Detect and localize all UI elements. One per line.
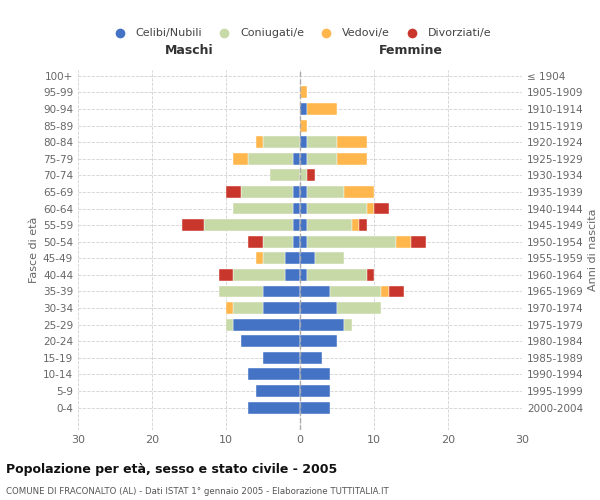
Bar (307, 236, 396, 248)
Bar (256, 385, 300, 397)
Bar (300, 385, 329, 397)
Bar (337, 136, 367, 148)
Bar (307, 202, 367, 214)
Bar (293, 236, 300, 248)
Bar (300, 402, 329, 413)
Bar (293, 219, 300, 231)
Bar (396, 236, 411, 248)
Bar (263, 286, 300, 298)
Bar (389, 286, 404, 298)
Bar (300, 120, 307, 132)
Bar (300, 269, 307, 281)
Bar (285, 252, 300, 264)
Bar (367, 202, 374, 214)
Bar (256, 136, 263, 148)
Bar (226, 302, 233, 314)
Bar (300, 252, 315, 264)
Text: COMUNE DI FRACONALTO (AL) - Dati ISTAT 1° gennaio 2005 - Elaborazione TUTTITALIA: COMUNE DI FRACONALTO (AL) - Dati ISTAT 1… (6, 488, 389, 496)
Bar (300, 202, 307, 214)
Bar (263, 136, 300, 148)
Y-axis label: Fasce di età: Fasce di età (29, 217, 39, 283)
Bar (248, 152, 293, 164)
Bar (337, 152, 367, 164)
Bar (315, 252, 344, 264)
Bar (241, 186, 293, 198)
Bar (344, 186, 374, 198)
Bar (307, 136, 337, 148)
Bar (218, 286, 263, 298)
Text: Femmine: Femmine (379, 44, 443, 57)
Bar (307, 103, 337, 115)
Bar (182, 219, 204, 231)
Bar (285, 269, 300, 281)
Bar (307, 219, 352, 231)
Bar (300, 219, 307, 231)
Bar (300, 86, 307, 99)
Bar (226, 318, 233, 330)
Bar (263, 302, 300, 314)
Bar (300, 302, 337, 314)
Bar (337, 302, 382, 314)
Bar (374, 202, 389, 214)
Bar (307, 152, 337, 164)
Bar (300, 136, 307, 148)
Bar (367, 269, 374, 281)
Bar (218, 269, 233, 281)
Y-axis label: Anni di nascita: Anni di nascita (588, 209, 598, 291)
Bar (307, 186, 344, 198)
Bar (248, 236, 263, 248)
Bar (300, 236, 307, 248)
Bar (271, 170, 300, 181)
Bar (300, 170, 307, 181)
Bar (233, 318, 300, 330)
Bar (300, 368, 329, 380)
Bar (300, 186, 307, 198)
Bar (300, 152, 307, 164)
Bar (233, 302, 263, 314)
Bar (241, 336, 300, 347)
Bar (293, 186, 300, 198)
Bar (263, 236, 293, 248)
Bar (226, 186, 241, 198)
Bar (263, 352, 300, 364)
Bar (233, 152, 248, 164)
Bar (359, 219, 367, 231)
Bar (233, 202, 293, 214)
Bar (204, 219, 293, 231)
Bar (411, 236, 426, 248)
Bar (300, 286, 329, 298)
Bar (293, 202, 300, 214)
Bar (300, 318, 344, 330)
Bar (233, 269, 285, 281)
Bar (263, 252, 285, 264)
Bar (329, 286, 382, 298)
Bar (307, 170, 315, 181)
Text: Popolazione per età, sesso e stato civile - 2005: Popolazione per età, sesso e stato civil… (6, 462, 337, 475)
Bar (352, 219, 359, 231)
Bar (307, 269, 367, 281)
Bar (344, 318, 352, 330)
Bar (248, 402, 300, 413)
Bar (248, 368, 300, 380)
Bar (256, 252, 263, 264)
Bar (293, 152, 300, 164)
Text: Maschi: Maschi (164, 44, 214, 57)
Bar (300, 103, 307, 115)
Bar (300, 352, 322, 364)
Bar (382, 286, 389, 298)
Legend: Celibi/Nubili, Coniugati/e, Vedovi/e, Divorziati/e: Celibi/Nubili, Coniugati/e, Vedovi/e, Di… (106, 25, 494, 42)
Bar (300, 336, 337, 347)
